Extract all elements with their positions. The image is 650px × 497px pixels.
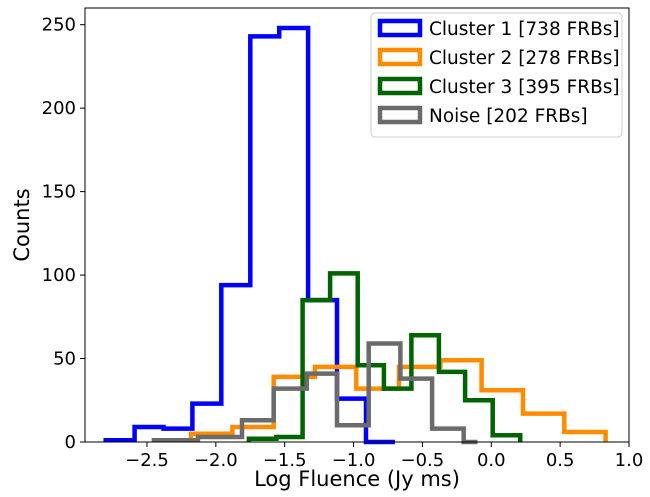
y-tick-label: 100 — [42, 265, 76, 286]
legend-box — [370, 12, 623, 138]
y-axis: 0 50 100 150 200 250 — [42, 15, 85, 453]
series-3-histogram — [246, 271, 523, 442]
x-axis-label: Log Fluence (Jy ms) — [254, 467, 460, 491]
x-tick-label: 0.5 — [546, 450, 575, 471]
x-tick-label: −1.0 — [332, 450, 376, 471]
series-4-histogram — [151, 341, 478, 445]
legend-entry-label: Cluster 3 [395 FRBs] — [429, 77, 620, 98]
legend-entry-label: Cluster 1 [738 FRBs] — [429, 19, 620, 40]
legend-entry-label: Noise [202 FRBs] — [429, 106, 588, 127]
y-tick-label: 250 — [42, 15, 76, 36]
x-tick-label: −2.5 — [125, 450, 169, 471]
legend-entry-label: Cluster 2 [278 FRBs] — [429, 48, 620, 69]
legend-swatch — [377, 47, 423, 67]
legend-swatch — [377, 105, 423, 125]
series-layer — [103, 25, 608, 445]
y-tick-label: 50 — [53, 349, 76, 370]
legend-swatch — [377, 18, 423, 38]
y-tick-label: 0 — [65, 432, 76, 453]
x-tick-label: −0.5 — [401, 450, 445, 471]
y-tick-label: 200 — [42, 98, 76, 119]
plot-frame — [84, 7, 630, 443]
x-tick-label: 0.0 — [477, 450, 506, 471]
x-tick-label: 1.0 — [615, 450, 644, 471]
series-1-histogram — [103, 25, 395, 445]
y-axis-label: Counts — [10, 188, 34, 261]
y-tick-label: 150 — [42, 182, 76, 203]
legend: Cluster 1 [738 FRBs] Cluster 2 [278 FRBs]… — [370, 12, 623, 138]
legend-swatch — [377, 76, 423, 96]
x-tick-label: −1.5 — [263, 450, 307, 471]
x-axis: −2.5 −2.0 −1.5 −1.0 −0.5 0.0 0.5 1.0 — [125, 442, 643, 471]
x-tick-label: −2.0 — [194, 450, 238, 471]
